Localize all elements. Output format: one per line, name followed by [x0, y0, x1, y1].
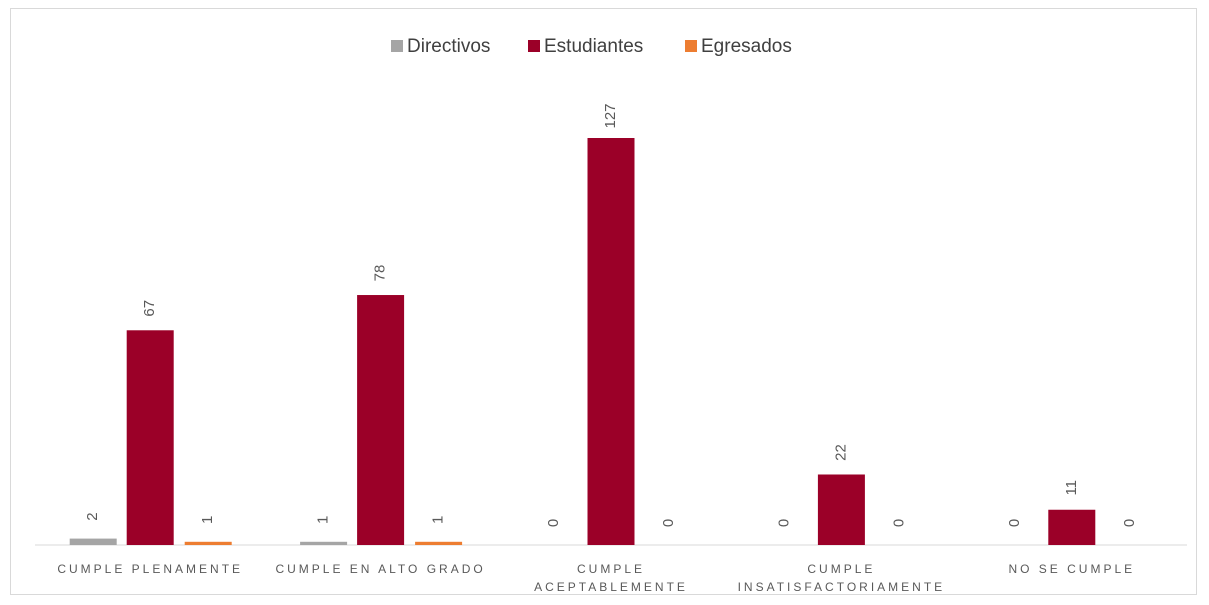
legend-swatch: [685, 40, 697, 52]
x-tick-label: CUMPLE INSATISFACTORIAMENTE: [737, 562, 946, 594]
bar: [1048, 509, 1096, 545]
data-label: 0: [775, 519, 792, 527]
legend-label: Directivos: [407, 36, 490, 57]
legend-swatch: [528, 40, 540, 52]
data-label: 127: [602, 103, 619, 128]
data-label: 2: [84, 512, 101, 520]
bar: [587, 138, 635, 545]
legend-label: Egresados: [701, 36, 792, 57]
legend-label: Estudiantes: [544, 36, 643, 57]
x-tick-label: CUMPLE PLENAMENTE: [57, 562, 244, 576]
data-label: 0: [890, 519, 907, 527]
bar: [126, 330, 174, 545]
data-label: 1: [430, 516, 447, 524]
data-label: 11: [1063, 480, 1080, 496]
bar: [69, 538, 117, 545]
data-label: 22: [832, 444, 849, 461]
bar: [300, 541, 348, 545]
bar: [184, 541, 232, 545]
x-tick-label: CUMPLE ACEPTABLEMENTE: [534, 562, 688, 594]
bar: [817, 474, 865, 545]
data-label: 0: [1121, 519, 1138, 527]
data-label: 0: [660, 519, 677, 527]
data-label: 78: [372, 265, 389, 282]
chart-frame: [10, 8, 1197, 595]
x-tick-label: NO SE CUMPLE: [1008, 562, 1136, 576]
bar: [357, 295, 405, 545]
legend-swatch: [391, 40, 403, 52]
data-label: 0: [545, 519, 562, 527]
data-label: 67: [141, 300, 158, 317]
bar: [415, 541, 463, 545]
data-label: 1: [315, 516, 332, 524]
data-label: 1: [199, 516, 216, 524]
x-tick-label: CUMPLE EN ALTO GRADO: [275, 562, 486, 576]
data-label: 0: [1006, 519, 1023, 527]
